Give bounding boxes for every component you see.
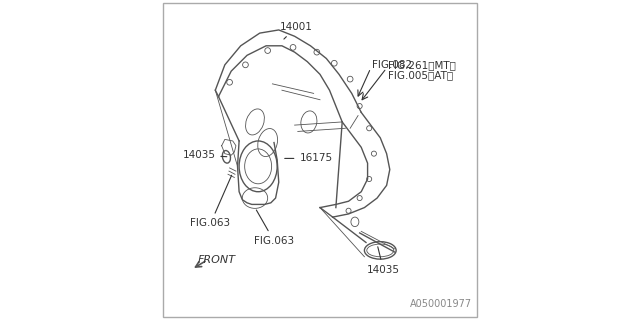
Text: 16175: 16175	[285, 153, 333, 164]
Text: 14001: 14001	[280, 22, 313, 39]
Text: A050001977: A050001977	[410, 299, 472, 309]
Text: FIG.261〈MT〉: FIG.261〈MT〉	[388, 60, 456, 70]
Text: 14035: 14035	[182, 150, 227, 160]
Text: FIG.063: FIG.063	[191, 175, 232, 228]
Text: 14035: 14035	[367, 247, 400, 275]
Text: FIG.082: FIG.082	[372, 60, 412, 70]
Text: FRONT: FRONT	[198, 255, 236, 265]
Text: FIG.063: FIG.063	[254, 210, 294, 246]
Text: FIG.005〈AT〉: FIG.005〈AT〉	[388, 70, 453, 80]
